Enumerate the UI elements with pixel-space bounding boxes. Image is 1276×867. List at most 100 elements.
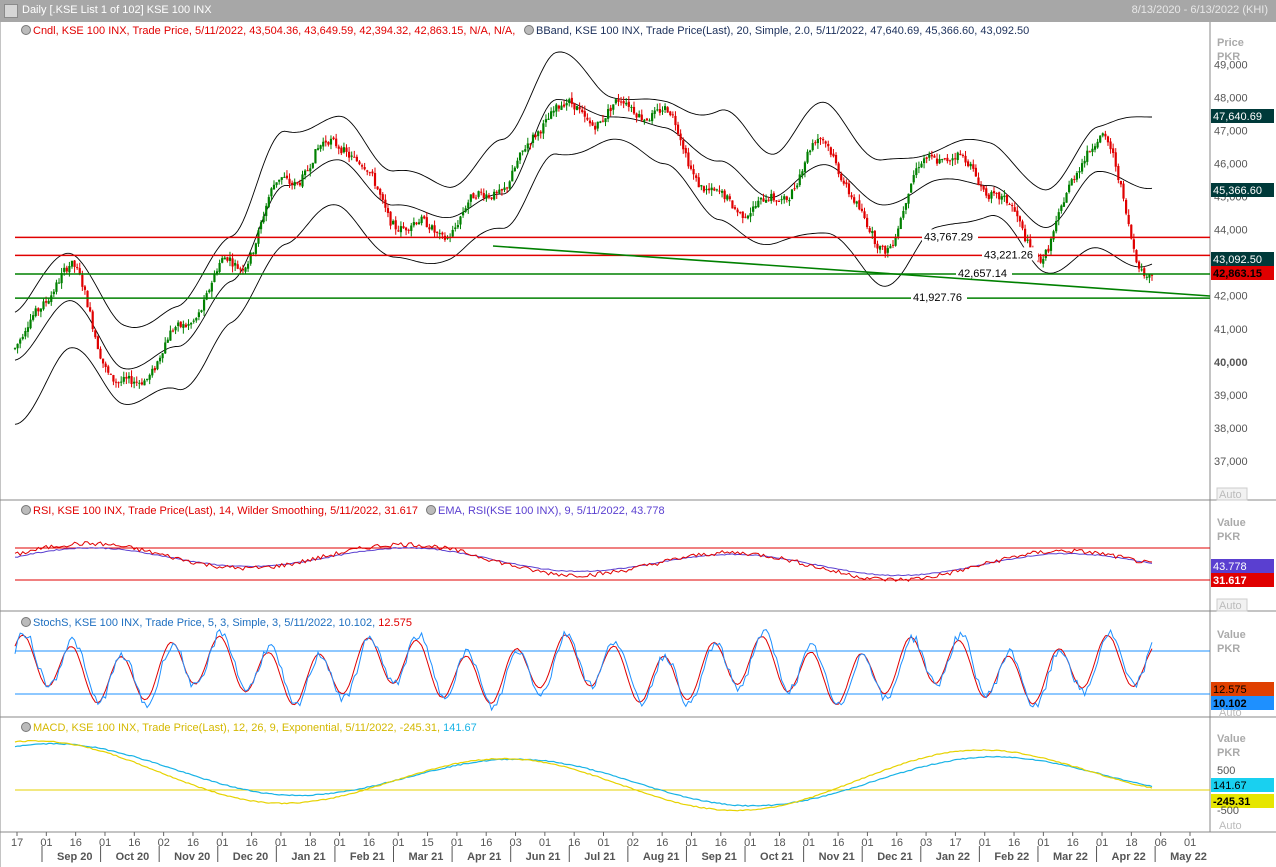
candle: [140, 378, 144, 386]
candle: [588, 117, 592, 127]
rsi-panel[interactable]: RSI, KSE 100 INX, Trade Price(Last), 14,…: [14, 505, 1210, 582]
macd-line: [14, 740, 1153, 812]
legend-toggle-icon[interactable]: [524, 25, 534, 35]
candle: [814, 140, 817, 146]
candle: [689, 160, 693, 171]
candle: [796, 182, 799, 190]
candle: [837, 161, 840, 178]
candle: [954, 152, 957, 165]
candle: [990, 190, 993, 204]
day-tick: 16: [715, 837, 727, 849]
candle: [604, 118, 607, 127]
day-tick: 02: [158, 837, 170, 849]
candle: [433, 220, 436, 238]
candle: [676, 121, 680, 136]
candle: [485, 190, 488, 202]
candle: [262, 211, 265, 224]
candle: [314, 149, 317, 164]
day-tick: 01: [685, 837, 697, 849]
candle: [267, 194, 270, 209]
candle: [500, 188, 504, 196]
rsi-ema-line: [14, 546, 1153, 577]
candle: [153, 365, 156, 373]
candle: [73, 260, 76, 273]
day-tick: 17: [11, 837, 23, 849]
trend-line[interactable]: [492, 245, 1211, 297]
legend-toggle-icon[interactable]: [21, 722, 31, 732]
candle: [122, 371, 125, 385]
candle: [992, 186, 996, 196]
candle: [648, 118, 651, 122]
candle: [853, 194, 856, 205]
day-tick: 01: [392, 837, 404, 849]
day-tick: 01: [1096, 837, 1108, 849]
candle: [16, 343, 19, 354]
bband-middle-line: [14, 99, 1153, 370]
day-tick: 01: [1184, 837, 1196, 849]
candle: [1005, 194, 1009, 206]
candle: [373, 167, 377, 190]
macd-tick: -500: [1217, 805, 1239, 817]
candle: [125, 372, 128, 385]
candle: [1086, 145, 1089, 166]
candle: [1003, 190, 1006, 202]
candle: [490, 197, 493, 201]
candle: [1075, 171, 1078, 183]
legend-toggle-icon[interactable]: [21, 617, 31, 627]
candle: [570, 92, 573, 108]
candle: [674, 111, 677, 131]
candle: [948, 159, 952, 166]
candle: [472, 192, 475, 199]
candle-legend: Cndl, KSE 100 INX, Trade Price, 5/11/202…: [33, 25, 515, 37]
macd-auto-button[interactable]: Auto: [1219, 820, 1242, 832]
stoch-auto-button[interactable]: Auto: [1219, 707, 1242, 719]
support-resistance-lines[interactable]: 43,767.29 43,221.26 42,657.14 41,927.76: [15, 229, 1211, 304]
candle: [1052, 229, 1055, 243]
candle: [920, 161, 923, 168]
price-auto-button[interactable]: Auto: [1219, 489, 1242, 501]
legend-toggle-icon[interactable]: [21, 25, 31, 35]
candle: [687, 147, 690, 169]
candle: [635, 112, 638, 123]
candle: [995, 192, 998, 199]
candle: [392, 219, 395, 225]
candle: [578, 102, 581, 114]
candle: [114, 378, 118, 388]
stochastic-panel[interactable]: StochS, KSE 100 INX, Trade Price, 5, 3, …: [14, 617, 1210, 712]
legend-toggle-icon[interactable]: [21, 505, 31, 515]
day-tick: 01: [334, 837, 346, 849]
day-tick: 01: [451, 837, 463, 849]
candle: [630, 104, 633, 113]
window-icon[interactable]: [4, 4, 18, 18]
candle: [1088, 150, 1091, 153]
candle: [241, 264, 245, 275]
candle: [65, 265, 68, 274]
candle: [76, 263, 79, 270]
candle: [946, 154, 949, 164]
candle: [508, 180, 511, 191]
month-tick: Mar 22: [1053, 851, 1088, 863]
candle: [280, 177, 283, 185]
candle: [700, 184, 703, 191]
candle: [568, 97, 571, 107]
rsi-auto-button[interactable]: Auto: [1219, 600, 1242, 612]
candle: [368, 171, 371, 177]
candle: [120, 376, 123, 387]
close-price-tag: 42,863.15: [1213, 268, 1262, 280]
candle: [283, 172, 286, 178]
candle: [741, 211, 744, 224]
candle: [236, 260, 239, 270]
price-panel[interactable]: 43,767.29 43,221.26 42,657.14 41,927.76 49,…: [13, 51, 1248, 468]
candle: [855, 200, 858, 208]
candle: [412, 217, 415, 228]
legend-toggle-icon[interactable]: [426, 505, 436, 515]
macd-panel[interactable]: MACD, KSE 100 INX, Trade Price(Last), 12…: [14, 722, 1210, 812]
candle: [39, 308, 42, 318]
candle: [1101, 132, 1104, 138]
candle: [666, 106, 669, 113]
candle: [780, 195, 783, 205]
candle: [296, 181, 299, 186]
candle: [145, 378, 149, 382]
macd-tag: -245.31: [1213, 796, 1250, 808]
